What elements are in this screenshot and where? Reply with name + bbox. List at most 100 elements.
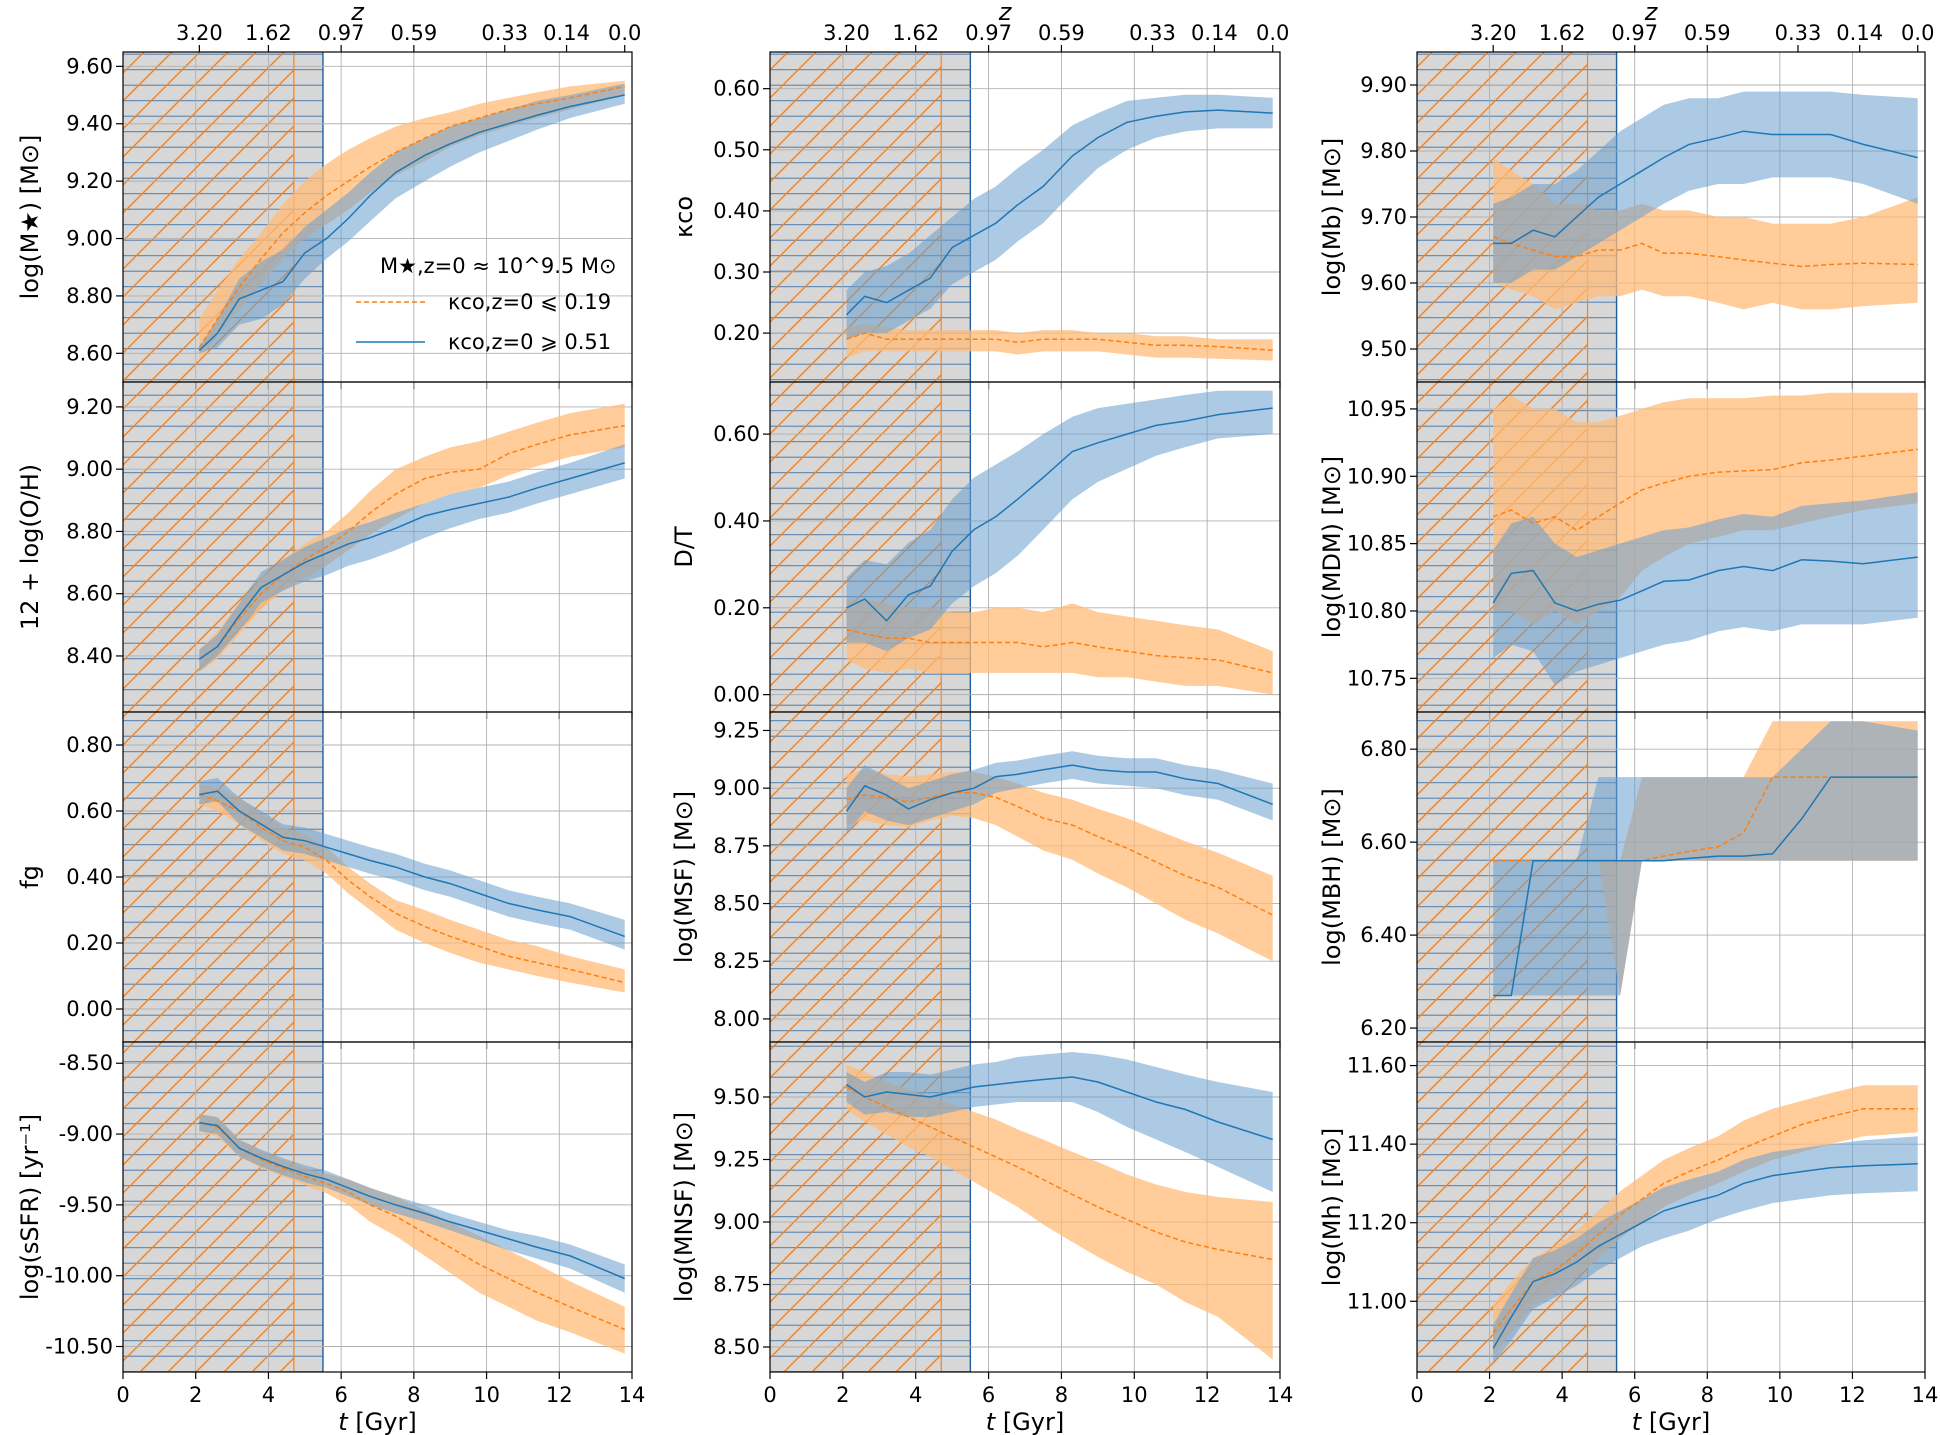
band-blue — [199, 444, 625, 672]
ytick-label: 0.40 — [66, 865, 113, 889]
line-blue — [1493, 776, 1918, 997]
band-orange — [199, 403, 625, 672]
ytick-label: 9.50 — [1360, 337, 1407, 361]
panel-mbh: 6.20 6.40 6.60 6.80 log(MBH) [M⊙] — [1318, 711, 1926, 1049]
line-blue — [845, 109, 1273, 316]
top-tick-label: 3.20 — [823, 21, 870, 45]
ytick-label: 8.75 — [713, 1273, 760, 1297]
hatch-orange — [123, 1042, 294, 1372]
ytick-label: 9.60 — [66, 54, 113, 78]
panel-msf: 8.00 8.25 8.50 8.75 9.00 9.25 log(MSF) [M⊙] — [670, 711, 1281, 1049]
line-orange — [846, 1086, 1273, 1261]
line-blue — [1493, 130, 1918, 245]
line-orange — [846, 332, 1273, 351]
ytick-label: 9.25 — [713, 718, 760, 742]
band-orange — [846, 599, 1273, 695]
line-orange — [1492, 448, 1918, 532]
top-tick-label: 0.14 — [543, 21, 590, 45]
ytick-label: 10.80 — [1347, 599, 1407, 623]
y-axis-title: log(MNSF) [M⊙] — [670, 1112, 698, 1302]
ytick-label: 0.00 — [713, 683, 760, 707]
band-blue — [846, 1052, 1273, 1192]
y-axis-title: log(Mh) [M⊙] — [1318, 1128, 1346, 1286]
top-axis-title: z — [350, 0, 365, 26]
band-orange — [1493, 1085, 1918, 1357]
ytick-label: 9.00 — [66, 227, 113, 251]
ytick-label: 6.80 — [1360, 737, 1407, 761]
ytick-label: 8.25 — [713, 949, 760, 973]
panel-mstar: 8.60 8.80 9.00 9.20 9.40 9.60 3.20 1.62 0.97 0.59… — [16, 0, 641, 389]
ytick-label: 9.20 — [66, 395, 113, 419]
ytick-label: 8.60 — [66, 582, 113, 606]
band-blue — [1493, 721, 1918, 996]
top-tick-label: 3.20 — [176, 21, 223, 45]
ytick-label: 9.80 — [1360, 139, 1407, 163]
top-tick-label: 3.20 — [1470, 21, 1517, 45]
ytick-label: 9.25 — [713, 1148, 760, 1172]
ytick-label: 9.00 — [713, 1210, 760, 1234]
ytick-label: 9.90 — [1360, 73, 1407, 97]
top-tick-label: 0.59 — [1684, 21, 1731, 45]
xtick-label: 4 — [262, 1383, 275, 1407]
panel-fgas: 0.00 0.20 0.40 0.60 0.80 fg — [16, 711, 633, 1049]
band-blue — [846, 94, 1273, 340]
xtick-label: 14 — [1267, 1383, 1294, 1407]
xtick-label: 0 — [1410, 1383, 1423, 1407]
axes-frame — [122, 1041, 633, 1373]
x-axis-title: t [Gyr] — [338, 1408, 416, 1435]
panel-mbulge: 9.50 9.60 9.70 9.80 9.90 3.20 1.62 0.97 0.59 0.33… — [1318, 0, 1934, 389]
ytick-label: 6.40 — [1360, 923, 1407, 947]
ytick-label: 9.00 — [713, 776, 760, 800]
ytick-label: 8.00 — [713, 1007, 760, 1031]
xtick-label: 8 — [1055, 1383, 1068, 1407]
band-blue — [1493, 91, 1918, 283]
top-tick-label: 0.0 — [1256, 21, 1289, 45]
band-orange — [199, 80, 625, 359]
ytick-label: 11.20 — [1347, 1211, 1407, 1235]
xtick-label: 2 — [189, 1383, 202, 1407]
line-orange — [846, 628, 1273, 674]
ytick-label: 9.40 — [66, 112, 113, 136]
xtick-label: 0 — [116, 1383, 129, 1407]
band-orange — [846, 323, 1273, 361]
ytick-label: -9.00 — [59, 1122, 113, 1146]
line-blue — [198, 462, 625, 660]
xtick-label: 0 — [763, 1383, 776, 1407]
y-axis-title: 12 + log(O/H) — [16, 464, 44, 630]
ytick-label: 9.20 — [66, 169, 113, 193]
ytick-label: 11.40 — [1347, 1132, 1407, 1156]
ytick-label: 0.00 — [66, 997, 113, 1021]
ytick-label: 0.60 — [713, 422, 760, 446]
panel-metal: 8.40 8.60 8.80 9.00 9.20 12 + log(O/H) — [16, 381, 633, 719]
xtick-label: 14 — [1912, 1383, 1939, 1407]
ytick-label: 8.40 — [66, 644, 113, 668]
panel-mhalo: 11.00 11.20 11.40 11.60 0 2 4 6 8 10 12 14 t [Gyr] lo… — [1318, 1041, 1939, 1435]
ytick-label: -8.50 — [59, 1051, 113, 1075]
ytick-label: 11.00 — [1347, 1289, 1407, 1313]
ytick-label: -10.00 — [45, 1264, 113, 1288]
y-axis-title: log(MDM) [M⊙] — [1318, 456, 1346, 638]
xtick-label: 12 — [1839, 1383, 1866, 1407]
axes-frame — [1416, 1041, 1926, 1373]
ytick-label: 0.60 — [66, 799, 113, 823]
xtick-label: 12 — [1194, 1383, 1221, 1407]
x-axis-title: t [Gyr] — [986, 1408, 1064, 1435]
top-tick-label: 1.62 — [1539, 21, 1586, 45]
legend-label: κco,z=0 ⩽ 0.19 — [448, 290, 611, 314]
ytick-label: 0.20 — [713, 596, 760, 620]
y-axis-title: fg — [16, 865, 44, 889]
ytick-label: 10.95 — [1347, 397, 1407, 421]
line-blue — [199, 790, 625, 938]
y-axis-title: D/T — [670, 526, 698, 568]
ytick-label: 6.20 — [1360, 1016, 1407, 1040]
legend-label: κco,z=0 ⩾ 0.51 — [448, 330, 611, 354]
ytick-label: -9.50 — [59, 1193, 113, 1217]
line-blue — [1492, 1163, 1918, 1349]
ytick-label: 8.60 — [66, 341, 113, 365]
line-blue — [846, 407, 1273, 622]
ytick-label: 11.60 — [1347, 1054, 1407, 1078]
line-blue — [846, 1076, 1273, 1141]
xtick-label: 12 — [546, 1383, 573, 1407]
xtick-label: 4 — [909, 1383, 922, 1407]
